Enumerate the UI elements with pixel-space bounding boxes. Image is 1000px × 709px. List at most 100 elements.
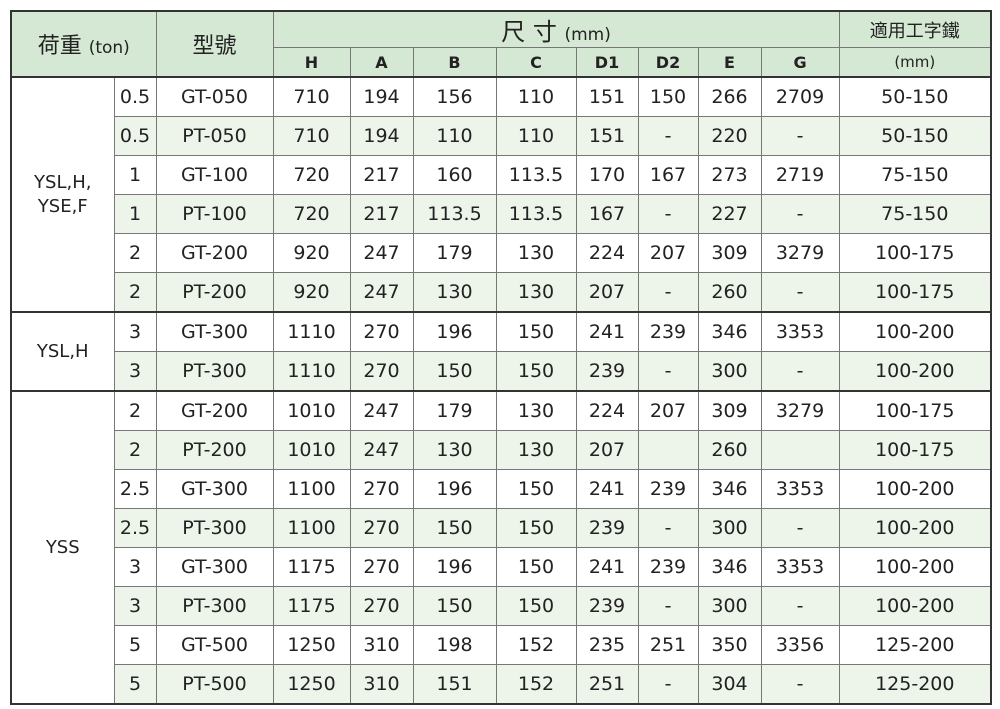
value-cell: 125-200 [838, 625, 992, 665]
value-cell: 3353 [760, 311, 840, 352]
value-cell: 710 [272, 116, 351, 156]
value-cell: 3353 [760, 547, 840, 587]
value-cell: 270 [349, 311, 414, 352]
value-cell: 130 [495, 430, 577, 470]
value-cell: 207 [575, 272, 639, 313]
table-row: 5 PT-500 1250 310 151 152 251-304-125-200 [11, 664, 992, 705]
model-cell: PT-300 [155, 351, 274, 392]
value-cell: 300 [697, 586, 762, 626]
value-cell: 179 [412, 233, 497, 273]
value-cell: 100-175 [838, 233, 992, 273]
value-cell: 270 [349, 547, 414, 587]
value-cell: - [637, 586, 699, 626]
model-cell: GT-300 [155, 547, 274, 587]
value-cell: 1100 [272, 508, 351, 548]
value-cell: 100-200 [838, 351, 992, 392]
value-cell: 266 [697, 76, 762, 117]
load-cell: 2.5 [113, 508, 157, 548]
value-cell: 113.5 [495, 155, 577, 195]
value-cell: 100-175 [838, 430, 992, 470]
column-header-b: B [412, 47, 497, 78]
value-cell: 346 [697, 547, 762, 587]
value-cell: 130 [495, 390, 577, 431]
value-cell: 309 [697, 390, 762, 431]
value-cell: 100-200 [838, 547, 992, 587]
beam-header: 適用工字鐵 [838, 10, 992, 48]
table-row: YSS 2 GT-200 1010 247 179 130 224 207 309 3279 100-… [10, 390, 992, 705]
value-cell: 125-200 [838, 664, 992, 705]
load-cell: 2 [113, 430, 157, 470]
value-cell: 217 [349, 155, 414, 195]
value-cell: 150 [412, 351, 497, 392]
value-cell: 309 [697, 233, 762, 273]
value-cell: 239 [575, 586, 639, 626]
value-cell: 239 [575, 351, 639, 392]
value-cell: 167 [637, 155, 699, 195]
value-cell: 198 [412, 625, 497, 665]
model-cell: PT-200 [155, 430, 274, 470]
value-cell: - [760, 272, 840, 313]
table-row: 1 PT-100 720 217 113.5 113.5 167-227-75-150 [11, 194, 992, 234]
value-cell: 310 [349, 625, 414, 665]
value-cell: 300 [697, 508, 762, 548]
value-cell: 227 [697, 194, 762, 234]
table-row: 0.5 PT-050 710 194 110 110 151-220-50-150 [11, 116, 992, 156]
dimensions-header: 尺 寸 (mm) [272, 10, 840, 48]
model-cell: GT-200 [155, 233, 274, 273]
value-cell: 1100 [272, 469, 351, 509]
table-row: 2.5 PT-300 1100 270 150 150 239-300-100-200 [11, 508, 992, 548]
value-cell: 207 [637, 390, 699, 431]
value-cell: 235 [575, 625, 639, 665]
value-cell: 247 [349, 430, 414, 470]
column-header-d2: D2 [637, 47, 699, 78]
value-cell: 920 [272, 272, 351, 313]
value-cell: 260 [697, 430, 762, 470]
value-cell: 300 [697, 351, 762, 392]
value-cell: - [637, 508, 699, 548]
load-cell: 2 [113, 233, 157, 273]
value-cell: 50-150 [838, 76, 992, 117]
value-cell: 3279 [760, 233, 840, 273]
value-cell: 100-175 [838, 390, 992, 431]
load-cell: 5 [113, 664, 157, 705]
value-cell: 179 [412, 390, 497, 431]
model-cell: GT-050 [155, 76, 274, 117]
value-cell: 100-200 [838, 469, 992, 509]
value-cell: 251 [575, 664, 639, 705]
table-row: 5 GT-500 1250 310 198 152 235 251 350 3356 125-200 [11, 625, 992, 665]
value-cell: 130 [495, 272, 577, 313]
value-cell: 151 [412, 664, 497, 705]
value-cell: 110 [412, 116, 497, 156]
value-cell: 150 [637, 76, 699, 117]
value-cell: 239 [637, 547, 699, 587]
value-cell: 310 [349, 664, 414, 705]
value-cell: 1110 [272, 351, 351, 392]
table-row: 2 GT-200 920 247 179 130 224 207 309 3279 100-175 [11, 233, 992, 273]
value-cell: 270 [349, 469, 414, 509]
table-row: 2 PT-200 1010 247 130 130 207 260 100-175 [11, 430, 992, 470]
model-cell: PT-300 [155, 508, 274, 548]
value-cell: 720 [272, 155, 351, 195]
table-row: YSL,H, YSE,F 0.5 GT-050 710 194 156 110 151 150 2… [10, 76, 992, 313]
value-cell: 1175 [272, 547, 351, 587]
load-cell: 1 [113, 155, 157, 195]
value-cell: 100-200 [838, 586, 992, 626]
value-cell: 194 [349, 76, 414, 117]
series-group-label: YSL,H [10, 311, 115, 392]
beam-unit: (mm) [838, 47, 992, 78]
model-cell: GT-300 [155, 469, 274, 509]
load-cell: 3 [113, 586, 157, 626]
model-cell: PT-050 [155, 116, 274, 156]
value-cell: - [760, 664, 840, 705]
value-cell: 100-200 [838, 311, 992, 352]
load-cell: 5 [113, 625, 157, 665]
value-cell: 110 [495, 76, 577, 117]
column-header-h: H [272, 47, 351, 78]
value-cell: 156 [412, 76, 497, 117]
model-cell: PT-300 [155, 586, 274, 626]
value-cell: 1175 [272, 586, 351, 626]
load-cell: 3 [113, 311, 157, 352]
table-row: 3 GT-300 1175 270 196 150 241 239 346 3353 100-200 [11, 547, 992, 587]
value-cell: 241 [575, 547, 639, 587]
model-cell: PT-500 [155, 664, 274, 705]
